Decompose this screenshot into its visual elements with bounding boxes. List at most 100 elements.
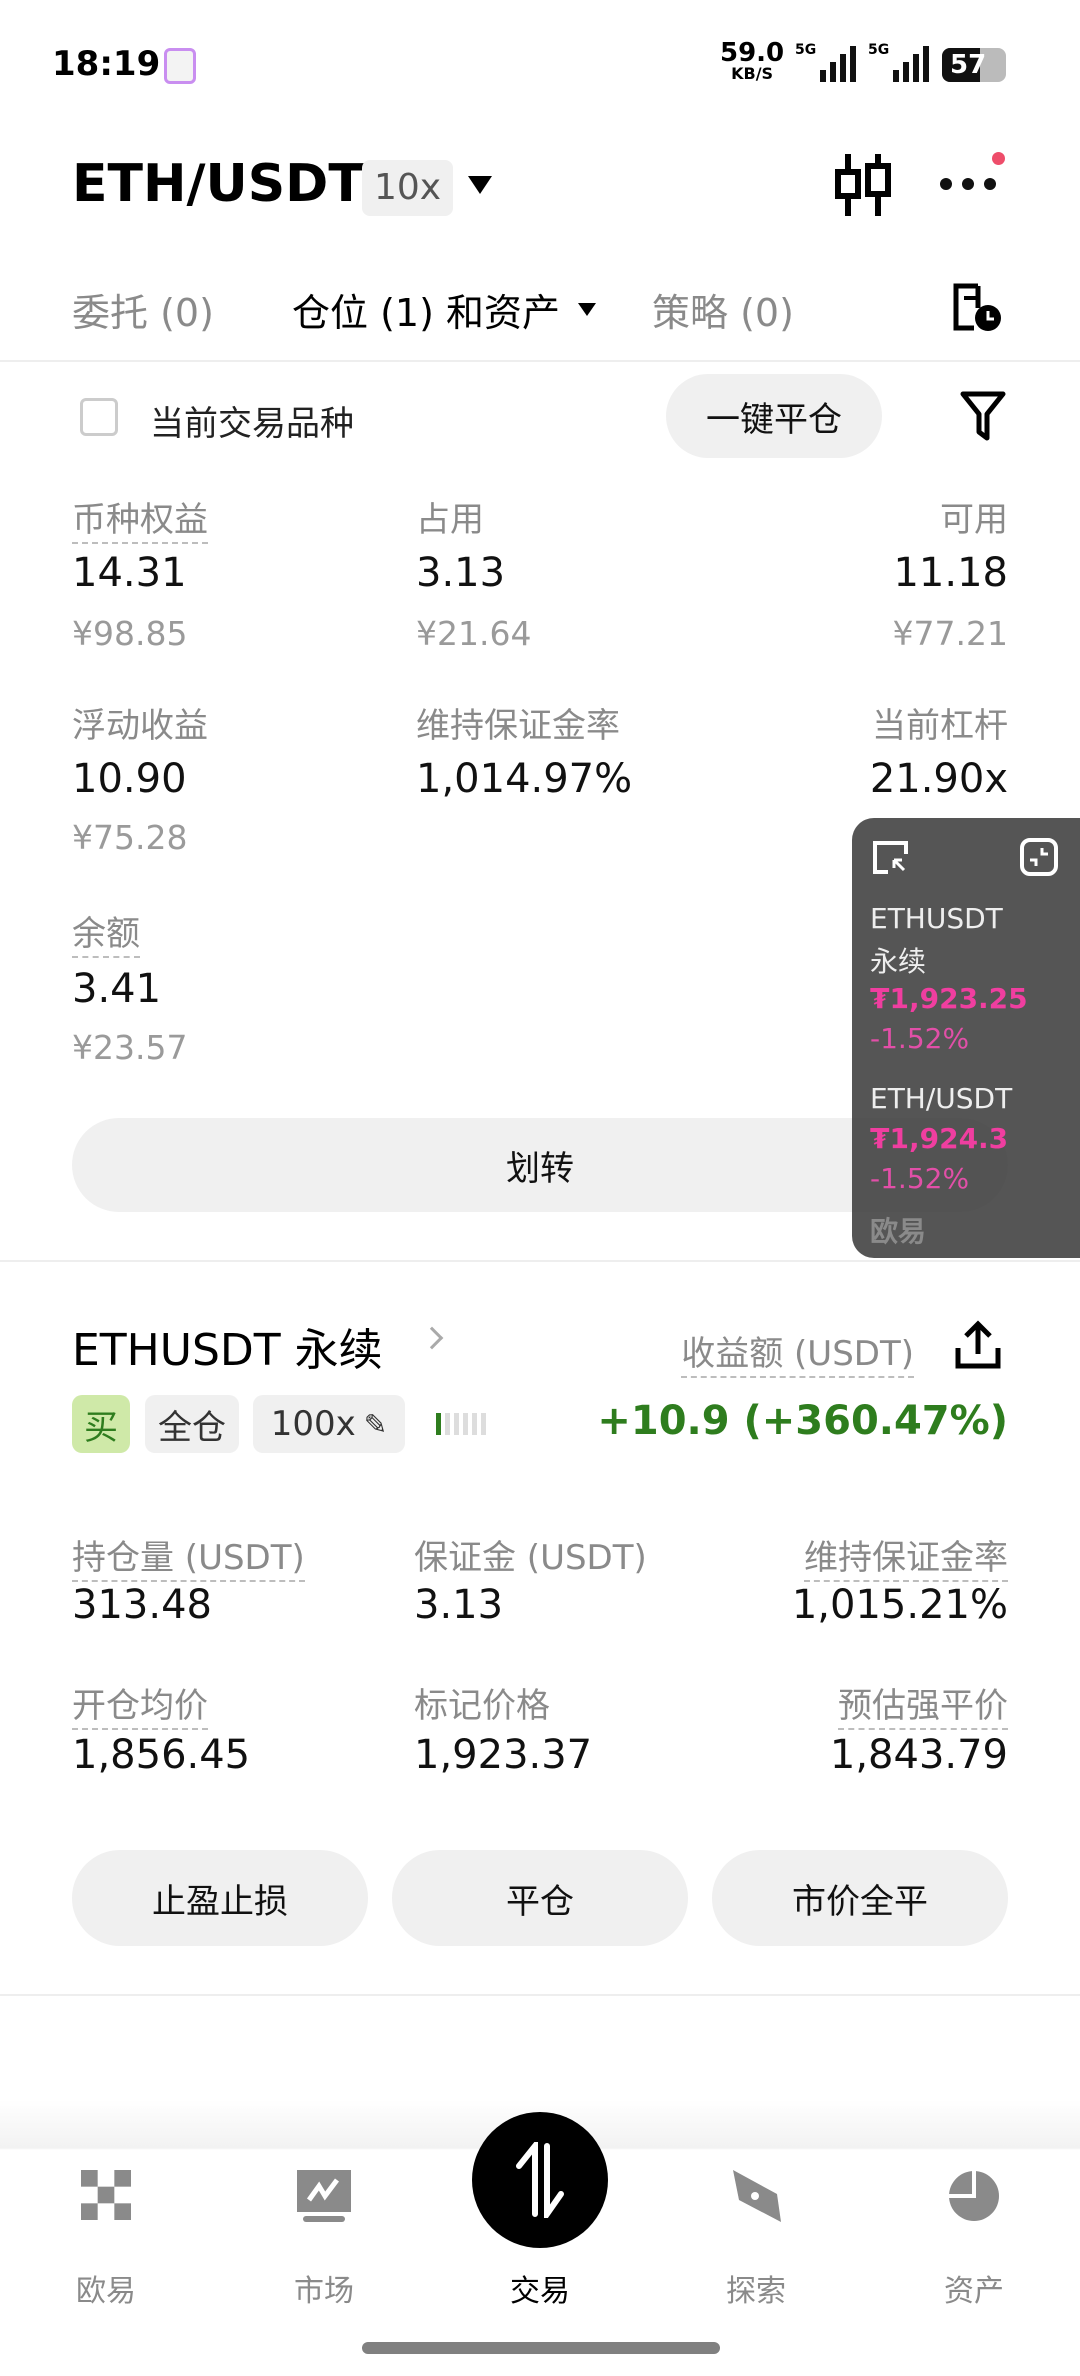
balance-label[interactable]: 余额 [72, 914, 140, 958]
entry-price-label[interactable]: 开仓均价 [72, 1686, 208, 1730]
side-badge: 买 [72, 1395, 130, 1453]
tab-strategies[interactable]: 策略 (0) [652, 291, 794, 335]
mark-price-label: 标记价格 [414, 1686, 550, 1726]
nav-explore[interactable] [686, 2170, 826, 2226]
risk-bar [445, 1413, 450, 1435]
home-indicator[interactable] [362, 2342, 720, 2354]
used-value: 3.13 [416, 550, 506, 596]
app-notification-icon [164, 48, 196, 84]
maint-ratio-label[interactable]: 维持保证金率 [804, 1538, 1008, 1582]
used-label: 占用 [416, 500, 484, 540]
shrink-window-icon[interactable] [872, 840, 910, 876]
nav-label[interactable]: 资产 [944, 2274, 1004, 2309]
current-pair-checkbox[interactable] [80, 398, 118, 436]
entry-price-value: 1,856.45 [72, 1732, 251, 1778]
net-speed-value: 59.0 [720, 38, 785, 68]
mark-price-value: 1,923.37 [414, 1732, 593, 1778]
risk-bar [454, 1413, 459, 1435]
nav-label[interactable]: 交易 [510, 2274, 570, 2309]
okx-logo-icon [81, 2170, 131, 2220]
nav-assets[interactable] [904, 2170, 1044, 2226]
leverage-edit-button[interactable]: 100x ✎ [253, 1395, 405, 1453]
signal-icon-2: 5G [868, 42, 930, 82]
notification-dot [992, 152, 1005, 165]
battery-icon: 57 [942, 48, 1006, 82]
overlay-item-change: -1.52% [870, 1162, 970, 1195]
overlay-item-name: ETH/USDT [870, 1082, 1013, 1115]
position-size-value: 313.48 [72, 1582, 212, 1628]
trade-arrows-icon [516, 2142, 564, 2218]
floating-pnl-label: 浮动收益 [72, 706, 208, 746]
nav-okx[interactable] [36, 2170, 176, 2224]
market-chart-icon [297, 2170, 351, 2222]
leverage-badge[interactable]: 10x [362, 160, 454, 216]
net-speed: 59.0 KB/S [720, 40, 784, 82]
margin-mode-badge: 全仓 [145, 1395, 239, 1453]
status-time: 18:19 [52, 44, 161, 84]
pnl-label[interactable]: 收益额 (USDT) [681, 1334, 914, 1378]
tab-label: 仓位 (1) 和资产 [292, 291, 560, 335]
liq-price-label[interactable]: 预估强平价 [838, 1686, 1008, 1730]
divider [0, 1994, 1080, 1996]
tab-positions-assets[interactable]: 仓位 (1) 和资产 [292, 282, 596, 337]
nav-label[interactable]: 欧易 [76, 2274, 136, 2309]
net-speed-unit: KB/S [731, 64, 774, 83]
liq-price-value: 1,843.79 [829, 1732, 1008, 1778]
current-pair-label[interactable]: 当前交易品种 [150, 404, 354, 444]
equity-value: 14.31 [72, 550, 187, 596]
available-label: 可用 [940, 500, 1008, 540]
share-icon[interactable] [954, 1320, 1002, 1370]
nav-label[interactable]: 市场 [294, 2274, 354, 2309]
overlay-item-sub: 永续 [870, 945, 927, 978]
order-history-icon[interactable] [952, 282, 1004, 332]
tab-orders[interactable]: 委托 (0) [72, 291, 214, 335]
balance-cny: ¥23.57 [72, 1028, 188, 1067]
nav-label[interactable]: 探索 [726, 2274, 786, 2309]
divider [0, 360, 1080, 362]
maint-ratio-value: 1,015.21% [791, 1582, 1008, 1628]
overlay-item-price: ₮1,924.3 [870, 1122, 1009, 1155]
overlay-item-price: ₮1,923.25 [870, 982, 1028, 1015]
nav-trade[interactable] [472, 2112, 608, 2248]
used-cny: ¥21.64 [416, 614, 532, 653]
current-leverage-value: 21.90x [869, 756, 1008, 802]
divider [0, 1260, 1080, 1262]
filter-icon[interactable] [960, 390, 1006, 442]
floating-price-widget[interactable]: ETHUSDT 永续 ₮1,923.25 -1.52% ETH/USDT ₮1,… [852, 818, 1080, 1258]
overlay-watermark: 欧易 [870, 1215, 927, 1248]
explore-compass-icon [733, 2170, 781, 2222]
risk-bar [481, 1413, 486, 1435]
risk-bar [463, 1413, 468, 1435]
margin-value: 3.13 [414, 1582, 504, 1628]
caret-down-icon [578, 303, 596, 316]
minimize-icon[interactable] [1020, 838, 1058, 876]
battery-level: 57 [950, 50, 987, 80]
pair-dropdown-icon[interactable] [468, 176, 492, 194]
position-size-label[interactable]: 持仓量 (USDT) [72, 1538, 305, 1582]
tp-sl-button[interactable]: 止盈止损 [72, 1850, 368, 1946]
current-leverage-label: 当前杠杆 [872, 706, 1008, 746]
overlay-item-change: -1.52% [870, 1022, 970, 1055]
floating-pnl-value: 10.90 [72, 756, 187, 802]
risk-level-bars [436, 1413, 486, 1435]
pair-title[interactable]: ETH/USDT [72, 154, 364, 214]
position-title[interactable]: ETHUSDT 永续 [72, 1325, 383, 1376]
available-value: 11.18 [893, 550, 1008, 596]
equity-label[interactable]: 币种权益 [72, 500, 208, 544]
candlestick-icon[interactable] [834, 152, 894, 218]
edit-pencil-icon: ✎ [363, 1407, 388, 1441]
signal-label: 5G [868, 42, 890, 58]
close-position-button[interactable]: 平仓 [392, 1850, 688, 1946]
leverage-value: 100x [270, 1404, 356, 1444]
signal-label: 5G [795, 42, 817, 58]
margin-label: 保证金 (USDT) [414, 1538, 647, 1578]
balance-value: 3.41 [72, 966, 162, 1012]
market-close-all-button[interactable]: 市价全平 [712, 1850, 1008, 1946]
close-all-button[interactable]: 一键平仓 [666, 374, 882, 458]
overlay-item-name: ETHUSDT [870, 902, 1003, 935]
chevron-right-icon[interactable] [420, 1326, 444, 1350]
floating-pnl-cny: ¥75.28 [72, 818, 188, 857]
nav-market[interactable] [254, 2170, 394, 2228]
more-icon[interactable] [940, 178, 996, 190]
available-cny: ¥77.21 [892, 614, 1008, 653]
